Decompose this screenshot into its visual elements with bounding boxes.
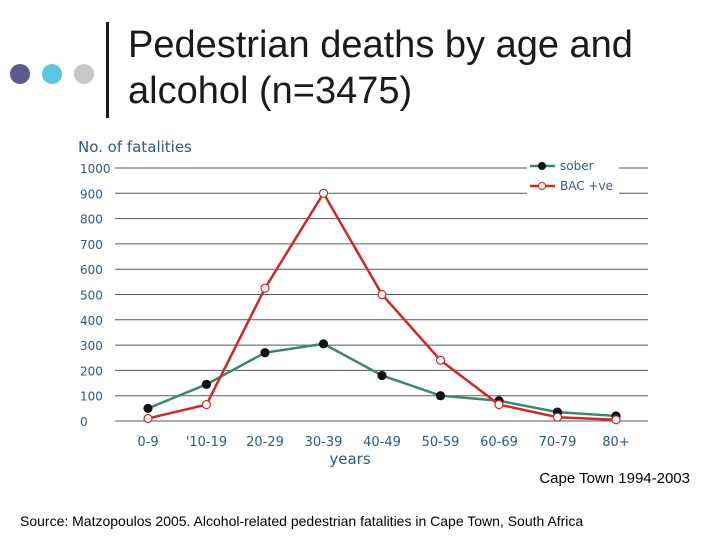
x-axis-label: years (329, 450, 370, 468)
legend-label: BAC +ve (560, 179, 613, 193)
data-point (318, 188, 329, 198)
y-tick-label: 900 (80, 187, 103, 201)
title-line-1: Pedestrian deaths by age and (128, 24, 633, 66)
y-tick-label: 400 (80, 314, 103, 328)
y-axis-label: No. of fatalities (78, 138, 192, 156)
chart-caption: Cape Town 1994-2003 (539, 470, 690, 487)
x-tick-label: 50-59 (422, 435, 460, 450)
data-point (143, 403, 153, 413)
chart-legend: sober BAC +ve (527, 155, 619, 197)
data-point (260, 348, 270, 358)
data-point (377, 289, 387, 300)
x-tick-label: 80+ (602, 435, 629, 450)
legend-marker (538, 182, 546, 190)
legend-box (527, 155, 619, 197)
x-tick-label: 60-69 (480, 435, 518, 450)
series-line-bac-ve (147, 190, 617, 421)
data-point (201, 399, 212, 410)
y-tick-label: 700 (80, 238, 103, 252)
source-citation: Source: Matzopoulos 2005. Alcohol-relate… (20, 513, 584, 529)
slide-title: Pedestrian deaths by age and alcohol (n=… (128, 22, 708, 114)
bullet-dot-3 (74, 64, 94, 84)
y-tick-label: 600 (80, 263, 103, 277)
data-point (494, 399, 504, 410)
bullet-dot-2 (42, 64, 62, 84)
data-point (318, 339, 329, 349)
x-tick-label: 0-9 (137, 435, 158, 450)
y-tick-label: 500 (80, 289, 103, 303)
x-tick-label: 40-49 (363, 435, 401, 450)
x-tick-label: '10-19 (186, 435, 227, 450)
data-point (435, 391, 446, 401)
x-tick-label: 20-29 (246, 435, 284, 450)
title-divider (106, 22, 109, 118)
data-point (611, 415, 621, 425)
data-point (260, 283, 270, 293)
x-tick-label: 70-79 (539, 435, 577, 450)
y-tick-label: 0 (80, 415, 88, 429)
data-point (377, 370, 387, 381)
data-point (552, 412, 563, 422)
data-point (143, 413, 153, 424)
y-tick-label: 1000 (80, 162, 111, 176)
data-point (435, 355, 446, 365)
x-tick-label: 30-39 (305, 435, 343, 450)
legend-marker (538, 162, 546, 170)
y-tick-label: 300 (80, 339, 103, 353)
y-tick-label: 800 (80, 213, 103, 227)
title-line-2: alcohol (n=3475) (128, 70, 413, 112)
bullet-dot-1 (10, 64, 30, 84)
bullet-dots (10, 64, 100, 84)
data-point (201, 379, 212, 389)
y-tick-label: 100 (80, 390, 103, 404)
y-tick-label: 200 (80, 364, 103, 378)
legend-label: sober (560, 159, 594, 173)
